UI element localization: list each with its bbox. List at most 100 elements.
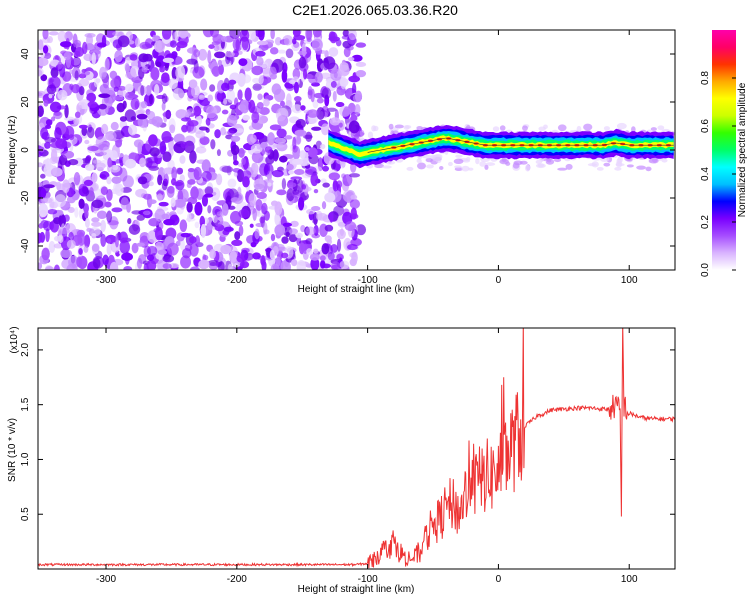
spectrogram-noise-cell bbox=[312, 99, 319, 109]
spectrogram-noise-cell bbox=[285, 48, 294, 59]
spectrogram-noise-cell bbox=[48, 240, 56, 253]
spectrogram-noise-cell bbox=[78, 198, 85, 209]
spectrogram-noise-cell bbox=[127, 218, 132, 225]
spectrogram-noise-cell bbox=[130, 116, 137, 121]
spectrogram-noise-cell bbox=[355, 224, 367, 236]
spectrogram-noise-cell bbox=[195, 146, 207, 154]
spectrogram-noise-cell bbox=[194, 201, 203, 216]
spectrogram-noise-cell bbox=[286, 182, 297, 188]
spectrogram-noise-cell bbox=[214, 91, 222, 102]
spectrogram-ridge bbox=[328, 124, 674, 169]
spectrogram-noise-cell bbox=[499, 125, 506, 131]
spectrogram-noise-cell bbox=[648, 158, 659, 164]
spectrogram-noise-cell bbox=[355, 70, 367, 78]
spectrogram-noise-cell bbox=[125, 64, 130, 74]
spectrogram-noise-cell bbox=[38, 57, 49, 67]
spectrogram-x-tick-label: 100 bbox=[621, 275, 638, 286]
spectrogram-noise-cell bbox=[154, 208, 166, 222]
spectrogram-noise-cell bbox=[198, 94, 205, 100]
spectrogram-noise-cell bbox=[217, 261, 225, 270]
spectrogram-noise-cell bbox=[324, 192, 336, 203]
spectrogram-noise-cell bbox=[91, 52, 97, 66]
spectrogram-noise-cell bbox=[238, 147, 245, 158]
spectrogram-noise-cell bbox=[320, 72, 332, 80]
spectrogram-noise-cell bbox=[323, 56, 336, 70]
colorbar-gradient bbox=[712, 30, 736, 270]
spectrogram-noise-cell bbox=[150, 67, 160, 81]
spectrogram-noise-cell bbox=[125, 158, 137, 169]
spectrogram-y-tick-label: 0 bbox=[20, 147, 31, 153]
spectrogram-noise-cell bbox=[89, 187, 94, 197]
spectrogram-noise-cell bbox=[205, 163, 210, 174]
spectrogram-noise-cell bbox=[338, 122, 343, 128]
spectrogram-noise-cell bbox=[310, 88, 315, 103]
spectrogram-noise-cell bbox=[246, 235, 257, 244]
spectrogram-noise-cell bbox=[301, 184, 307, 190]
spectrogram-noise-cell bbox=[190, 186, 199, 200]
spectrogram-noise-cell bbox=[479, 161, 487, 167]
spectrogram-noise-cell bbox=[294, 129, 307, 137]
spectrogram-noise-cell bbox=[321, 243, 330, 255]
spectrogram-noise-cell bbox=[141, 65, 148, 73]
spectrogram-noise-cell bbox=[274, 212, 281, 226]
spectrogram-noise-cell bbox=[255, 50, 266, 57]
spectrogram-noise-cell bbox=[256, 40, 269, 46]
spectrogram-noise-cell bbox=[320, 143, 326, 150]
spectrogram-noise-cell bbox=[137, 116, 149, 128]
spectrogram-y-tick-label: -40 bbox=[20, 238, 31, 253]
spectrogram-noise-cell bbox=[299, 150, 306, 159]
spectrogram-noise-cell bbox=[156, 193, 163, 201]
spectrogram-noise-cell bbox=[125, 83, 134, 93]
spectrogram-noise-cell bbox=[44, 141, 51, 149]
spectrogram-noise-cell bbox=[148, 134, 158, 147]
spectrogram-noise-cell bbox=[329, 211, 334, 223]
spectrogram-noise-cell bbox=[92, 257, 101, 269]
spectrogram-noise-cell bbox=[43, 99, 49, 107]
spectrogram-noise-cell bbox=[136, 214, 145, 221]
spectrogram-noise-cell bbox=[543, 124, 548, 130]
spectrogram-noise-cell bbox=[194, 221, 200, 229]
spectrogram-noise-cell bbox=[256, 192, 267, 200]
spectrogram-noise-cell bbox=[241, 170, 252, 180]
spectrogram-noise-cell bbox=[359, 129, 365, 137]
spectrogram-noise-cell bbox=[104, 58, 110, 71]
spectrogram-noise-cell bbox=[136, 113, 148, 120]
spectrogram-noise-cell bbox=[103, 133, 115, 141]
colorbar-tick-label: 0.2 bbox=[700, 215, 711, 229]
spectrogram-noise-cell bbox=[320, 259, 326, 269]
spectrogram-noise-cell bbox=[348, 120, 360, 134]
spectrogram-noise-cell bbox=[87, 145, 99, 152]
snr-x-label: Height of straight line (km) bbox=[298, 584, 415, 595]
spectrogram-noise-cell bbox=[292, 136, 297, 150]
spectrogram-x-tick-label: -100 bbox=[358, 275, 378, 286]
spectrogram-noise-cell bbox=[38, 92, 43, 97]
spectrogram-noise-cell bbox=[143, 193, 152, 200]
spectrogram-noise-cell bbox=[167, 159, 175, 170]
spectrogram-noise-cell bbox=[228, 79, 237, 85]
snr-x-tick-label: 0 bbox=[496, 574, 502, 585]
spectrogram-noise-cell bbox=[296, 179, 304, 193]
spectrogram-noise-cell bbox=[328, 47, 339, 57]
spectrogram-noise-cell bbox=[193, 105, 202, 117]
spectrogram-noise-cell bbox=[154, 40, 166, 53]
spectrogram-noise-cell bbox=[201, 194, 209, 207]
snr-panel: -300 -200 -100 0 100 0.5 1.0 1.5 2.0 Height of … bbox=[7, 326, 676, 595]
spectrogram-noise-cell bbox=[209, 84, 216, 92]
snr-x-ticks: -300 -200 -100 0 100 bbox=[96, 328, 638, 585]
spectrogram-noise-cell bbox=[252, 252, 261, 260]
spectrogram-noise-cell bbox=[186, 58, 198, 65]
spectrogram-noise-cell bbox=[322, 165, 330, 172]
spectrogram-noise-cell bbox=[313, 92, 325, 99]
spectrogram-noise-cell bbox=[99, 151, 107, 156]
spectrogram-noise-cell bbox=[78, 78, 90, 87]
spectrogram-noise-cell bbox=[62, 150, 75, 159]
spectrogram-noise-cell bbox=[283, 38, 290, 45]
spectrogram-noise-cell bbox=[45, 119, 53, 126]
spectrogram-noise-cell bbox=[455, 154, 463, 158]
spectrogram-x-label: Height of straight line (km) bbox=[298, 284, 415, 295]
spectrogram-noise-cell bbox=[186, 213, 192, 223]
spectrogram-noise-cell bbox=[169, 40, 177, 48]
spectrogram-noise-cell bbox=[50, 83, 55, 92]
spectrogram-noise-cell bbox=[137, 108, 146, 115]
spectrogram-noise-cell bbox=[263, 98, 270, 107]
